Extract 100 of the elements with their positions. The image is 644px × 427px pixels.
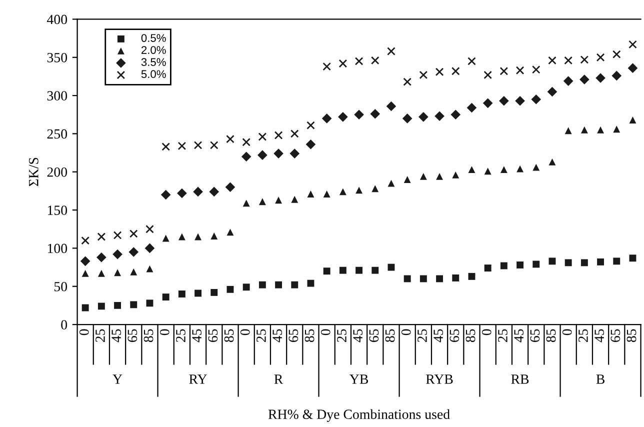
point bbox=[178, 290, 186, 298]
point bbox=[290, 130, 299, 138]
point bbox=[322, 114, 332, 124]
legend-label: 3.5% bbox=[141, 58, 166, 66]
point bbox=[226, 134, 234, 144]
point bbox=[128, 247, 139, 257]
point bbox=[484, 168, 492, 175]
point bbox=[339, 266, 346, 274]
point bbox=[563, 76, 574, 86]
point bbox=[436, 275, 444, 282]
x-tick-label: 25 bbox=[578, 329, 588, 342]
point bbox=[370, 56, 380, 65]
point bbox=[210, 288, 218, 296]
y-tick-label: 400 bbox=[46, 14, 68, 24]
y-tick-label: 50 bbox=[54, 282, 68, 292]
point bbox=[306, 139, 316, 150]
point bbox=[323, 190, 330, 198]
y-tick-label: 0 bbox=[61, 320, 68, 330]
point bbox=[500, 262, 508, 270]
x-tick-label: 65 bbox=[208, 329, 218, 342]
x-tick-label: 0 bbox=[240, 329, 250, 336]
point bbox=[580, 259, 588, 266]
point bbox=[162, 142, 170, 151]
x-tick-label: 0 bbox=[562, 329, 572, 336]
point bbox=[146, 300, 154, 307]
point bbox=[113, 231, 122, 240]
point bbox=[177, 188, 187, 198]
x-tick-label: 25 bbox=[256, 329, 266, 342]
point bbox=[468, 272, 476, 280]
point bbox=[241, 152, 252, 162]
point bbox=[275, 281, 282, 288]
point bbox=[354, 110, 364, 120]
x-tick-label: 85 bbox=[385, 329, 395, 342]
point bbox=[387, 47, 396, 56]
point bbox=[291, 196, 298, 203]
point bbox=[307, 280, 314, 287]
x-tick-label: 25 bbox=[176, 329, 186, 342]
point bbox=[178, 142, 186, 150]
point bbox=[274, 148, 284, 158]
point bbox=[81, 236, 90, 245]
point bbox=[580, 74, 590, 84]
x-tick-label: 0 bbox=[320, 329, 330, 336]
point bbox=[403, 78, 412, 86]
point bbox=[97, 232, 106, 241]
point bbox=[452, 171, 460, 178]
point bbox=[242, 138, 250, 146]
point bbox=[130, 301, 138, 308]
x-tick-label: 25 bbox=[418, 329, 427, 342]
point bbox=[194, 290, 202, 297]
point bbox=[258, 198, 266, 206]
point bbox=[548, 258, 556, 265]
point bbox=[114, 269, 121, 276]
point bbox=[468, 166, 476, 174]
x-axis-title: RH% & Dye Combinations used bbox=[268, 409, 450, 422]
point bbox=[516, 66, 524, 75]
point bbox=[258, 132, 267, 141]
point bbox=[372, 266, 379, 274]
point bbox=[98, 302, 105, 310]
point bbox=[193, 186, 203, 197]
point bbox=[258, 281, 266, 288]
point bbox=[597, 258, 604, 266]
x-tick-label: 65 bbox=[128, 329, 138, 342]
text: Y bbox=[112, 374, 122, 384]
x-tick-label: 85 bbox=[626, 329, 636, 342]
point bbox=[388, 180, 395, 187]
y-tick-label: 100 bbox=[48, 244, 68, 254]
x-tick-label: 0 bbox=[79, 329, 89, 336]
point bbox=[356, 186, 363, 194]
point bbox=[162, 234, 170, 242]
x-tick-label: 65 bbox=[450, 329, 460, 342]
point bbox=[629, 254, 636, 262]
point bbox=[130, 268, 138, 276]
point bbox=[258, 150, 268, 160]
point bbox=[370, 108, 380, 119]
point bbox=[339, 188, 346, 196]
point bbox=[226, 286, 234, 293]
point bbox=[629, 116, 636, 124]
point bbox=[613, 258, 620, 265]
x-tick-label: 45 bbox=[594, 329, 604, 342]
point bbox=[452, 274, 460, 282]
x-tick-label: 25 bbox=[337, 329, 346, 342]
point bbox=[338, 59, 348, 68]
point bbox=[531, 94, 542, 104]
text: RYB bbox=[426, 374, 453, 384]
point bbox=[564, 259, 572, 266]
point bbox=[564, 127, 572, 134]
point bbox=[420, 172, 427, 180]
x-tick-label: 85 bbox=[546, 329, 556, 342]
point bbox=[499, 96, 509, 106]
point bbox=[404, 275, 411, 282]
y-tick-label: 350 bbox=[47, 52, 68, 62]
y-tick-label: 300 bbox=[47, 91, 68, 100]
point bbox=[209, 186, 220, 197]
point bbox=[160, 190, 171, 200]
x-tick-label: 65 bbox=[369, 329, 379, 342]
point bbox=[146, 224, 154, 234]
point bbox=[613, 126, 620, 133]
point bbox=[114, 302, 121, 309]
point bbox=[129, 230, 138, 238]
point bbox=[628, 40, 637, 49]
